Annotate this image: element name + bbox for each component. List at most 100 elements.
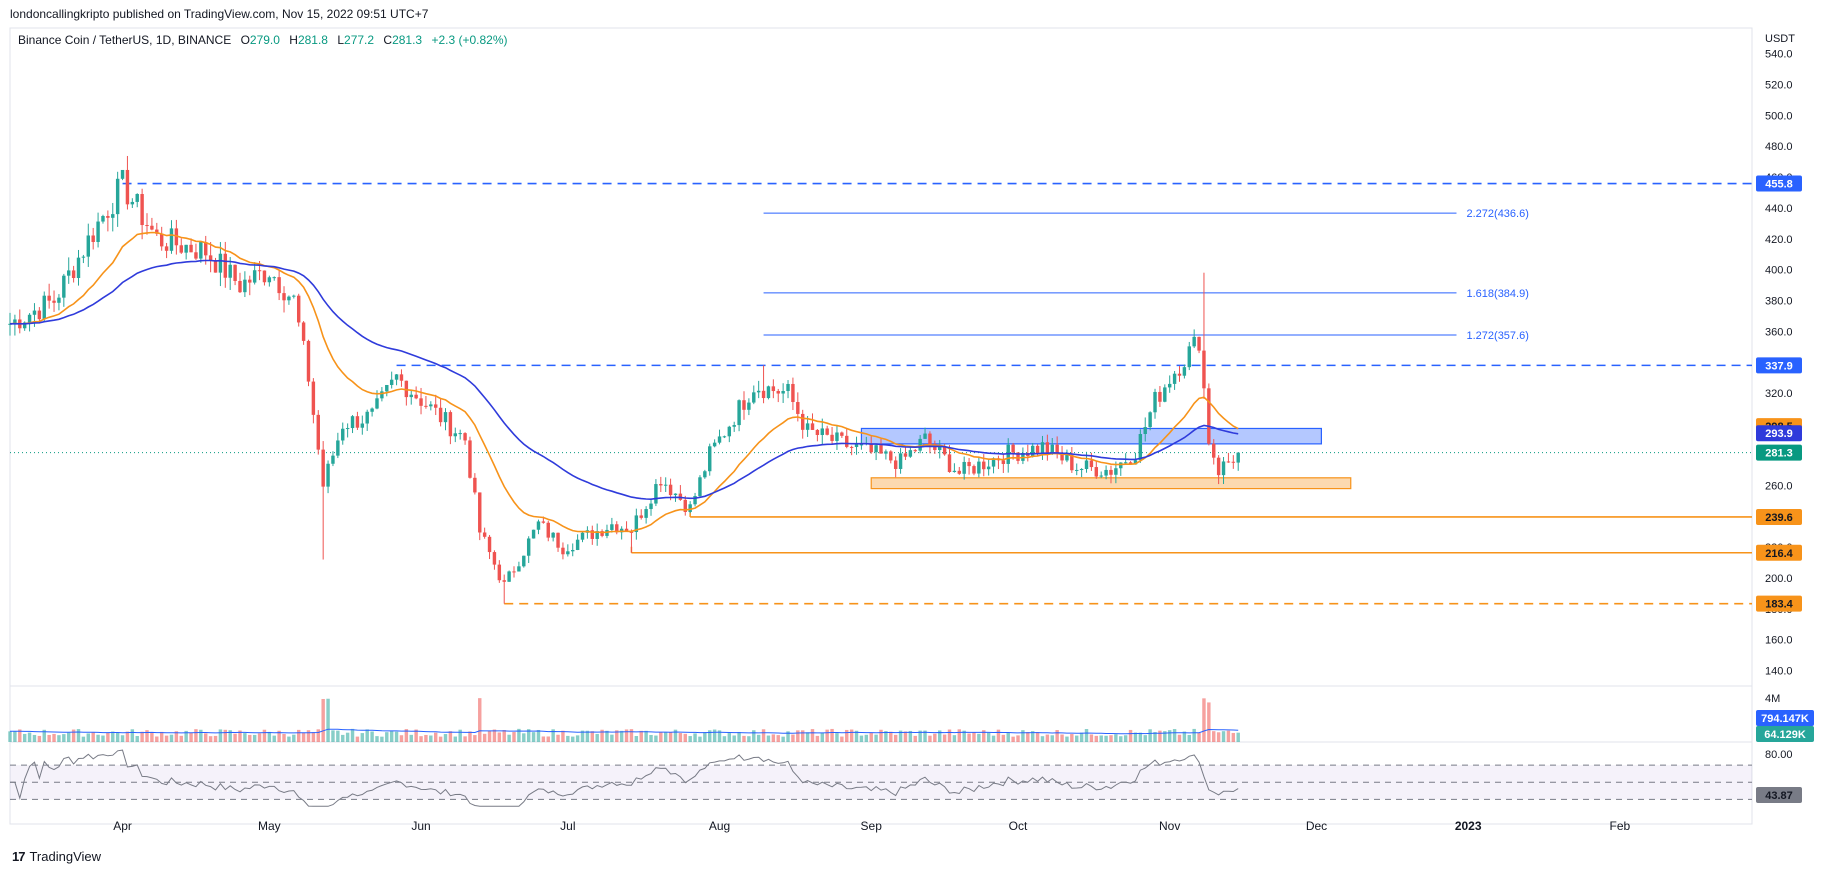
candle-body: [321, 449, 325, 487]
volume-bar: [698, 736, 702, 742]
volume-bar: [526, 729, 531, 742]
volume-bar: [977, 733, 981, 742]
candle-body: [375, 398, 379, 409]
volume-bar: [8, 731, 12, 742]
volume-bar: [355, 736, 360, 742]
volume-bar: [727, 733, 732, 742]
volume-bar: [27, 732, 32, 742]
price-label-455.8: 455.8: [1765, 179, 1793, 191]
candle-body: [938, 446, 942, 451]
fib-level-label: 1.618(384.9): [1467, 288, 1529, 300]
volume-bar: [282, 733, 286, 742]
volume-bar: [849, 729, 854, 742]
candle-body: [1055, 444, 1059, 454]
candle-body: [952, 470, 957, 473]
candle-body: [1104, 469, 1108, 476]
candle-body: [796, 402, 800, 414]
candle-body: [913, 450, 917, 452]
candle-body: [473, 477, 477, 493]
candle-body: [595, 531, 599, 539]
price-tick-label: 360.0: [1765, 326, 1793, 338]
time-tick-label: Aug: [709, 819, 730, 833]
candle-body: [463, 433, 467, 441]
volume-bar: [556, 734, 560, 742]
volume-bar: [893, 734, 898, 742]
candle-body: [1075, 469, 1079, 471]
volume-bar: [1050, 735, 1054, 742]
volume-bar: [321, 698, 325, 742]
candle-body: [566, 551, 570, 555]
candle-body: [972, 466, 976, 474]
candle-body: [1079, 469, 1084, 471]
volume-bar: [150, 731, 154, 742]
candle-body: [654, 484, 658, 504]
candle-body: [453, 433, 457, 437]
candle-body: [81, 256, 86, 258]
candle-body: [771, 386, 776, 392]
volume-bar: [1060, 734, 1064, 742]
volume-bar: [389, 730, 394, 742]
volume-bar: [874, 734, 878, 742]
volume-tick-label: 4M: [1765, 693, 1780, 705]
price-tick-label: 140.0: [1765, 666, 1793, 678]
volume-bar: [624, 729, 629, 742]
volume-bar: [986, 732, 991, 742]
price-label-box-239.6: [1756, 508, 1802, 525]
candle-body: [272, 277, 276, 279]
volume-bar: [879, 729, 883, 742]
candle-body: [580, 532, 585, 540]
volume-label: 64.129K: [1764, 729, 1806, 741]
symbol-title: Binance Coin / TetherUS, 1D, BINANCE: [18, 33, 232, 47]
volume-bar: [962, 730, 966, 742]
rsi-tick-label: 80.00: [1765, 749, 1793, 761]
candle-body: [1192, 336, 1196, 347]
volume-label-box: [1756, 710, 1814, 726]
volume-bar: [404, 729, 409, 742]
volume-bar: [1104, 735, 1108, 742]
volume-bar: [522, 733, 526, 742]
candle-body: [507, 571, 511, 582]
candle-body: [492, 552, 497, 565]
candle-body: [541, 521, 546, 523]
candle-body: [208, 255, 213, 261]
volume-bar: [815, 735, 820, 742]
candle-body: [458, 433, 462, 435]
fib-level-label: 1.272(357.6): [1467, 330, 1529, 342]
tradingview-logo[interactable]: 17 TradingView: [12, 849, 101, 864]
candle-body: [1202, 350, 1206, 389]
time-tick-label: Dec: [1306, 819, 1327, 833]
volume-bar: [688, 736, 692, 742]
volume-bar: [1192, 728, 1196, 742]
candle-body: [536, 521, 541, 530]
volume-bar: [1001, 734, 1006, 742]
candle-body: [301, 322, 306, 341]
volume-bar: [18, 729, 22, 742]
candle-body: [815, 429, 820, 435]
volume-bar: [805, 732, 810, 742]
price-label-box-216.4: [1756, 544, 1802, 561]
volume-bar: [561, 730, 565, 742]
volume-bar: [1207, 702, 1211, 742]
volume-bar: [634, 735, 639, 742]
candle-body: [1216, 457, 1221, 476]
candle-body: [644, 509, 648, 518]
candle-body: [42, 295, 46, 320]
candle-body: [1236, 452, 1240, 463]
volume-bar: [419, 736, 423, 742]
volume-bar: [424, 734, 428, 742]
candle-body: [1123, 462, 1128, 464]
candle-body: [663, 484, 668, 486]
volume-bar: [57, 735, 61, 742]
volume-bar: [96, 734, 100, 742]
open-label: O: [240, 33, 250, 47]
candle-body: [252, 270, 257, 283]
volume-bar: [600, 729, 604, 742]
candle-body: [243, 279, 247, 293]
candle-body: [673, 493, 678, 496]
volume-bar: [22, 733, 27, 742]
candle-body: [434, 404, 438, 408]
price-label-183.4: 183.4: [1765, 599, 1793, 611]
candle-body: [135, 194, 139, 202]
price-tick-label: 440.0: [1765, 203, 1793, 215]
